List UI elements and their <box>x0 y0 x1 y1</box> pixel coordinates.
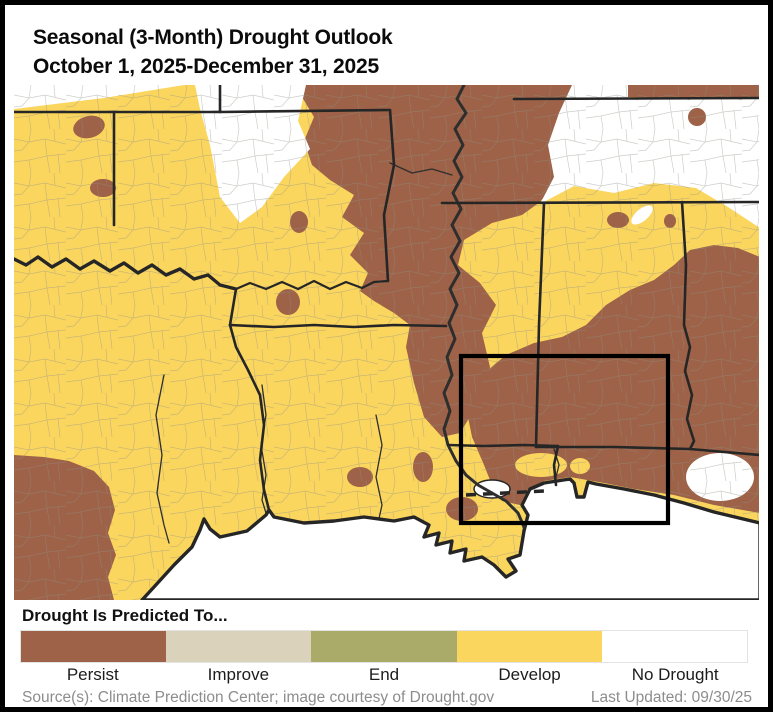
title-block: Seasonal (3-Month) Drought Outlook Octob… <box>33 23 393 81</box>
legend-swatch-persist <box>21 631 167 662</box>
source-text: Source(s): Climate Prediction Center; im… <box>22 689 495 706</box>
last-updated-text: Last Updated: 09/30/25 <box>590 689 752 706</box>
red-river-border <box>14 255 238 291</box>
legend-label-improve: Improve <box>207 665 270 684</box>
map-svg <box>14 85 759 600</box>
legend-swatch-develop <box>456 631 602 662</box>
legend-swatch-improve <box>166 631 312 662</box>
gulf-of-mexico <box>140 477 759 600</box>
state-borders <box>14 85 759 512</box>
rivers <box>155 162 560 544</box>
legend-label-develop: Develop <box>498 665 561 684</box>
drought-outlook-map <box>14 85 759 600</box>
legend-label-no-drought: No Drought <box>631 665 719 684</box>
mississippi-river <box>442 85 526 529</box>
focus-area-rectangle <box>458 353 671 526</box>
legend-swatch-end <box>311 631 457 662</box>
footer: Source(s): Climate Prediction Center; im… <box>22 689 752 707</box>
barrier-islands <box>465 489 545 497</box>
red-river-east <box>234 279 390 291</box>
legend-title: Drought Is Predicted To... <box>22 606 228 625</box>
page-subtitle-dates: October 1, 2025-December 31, 2025 <box>33 55 379 78</box>
legend-swatch-no-drought <box>601 631 748 662</box>
legend-label-persist: Persist <box>66 665 119 684</box>
page-title: Seasonal (3-Month) Drought Outlook <box>33 26 393 49</box>
legend-label-end: End <box>368 665 400 684</box>
legend-bar <box>20 630 748 663</box>
legend-labels: Persist Improve End Develop No Drought <box>20 665 748 685</box>
